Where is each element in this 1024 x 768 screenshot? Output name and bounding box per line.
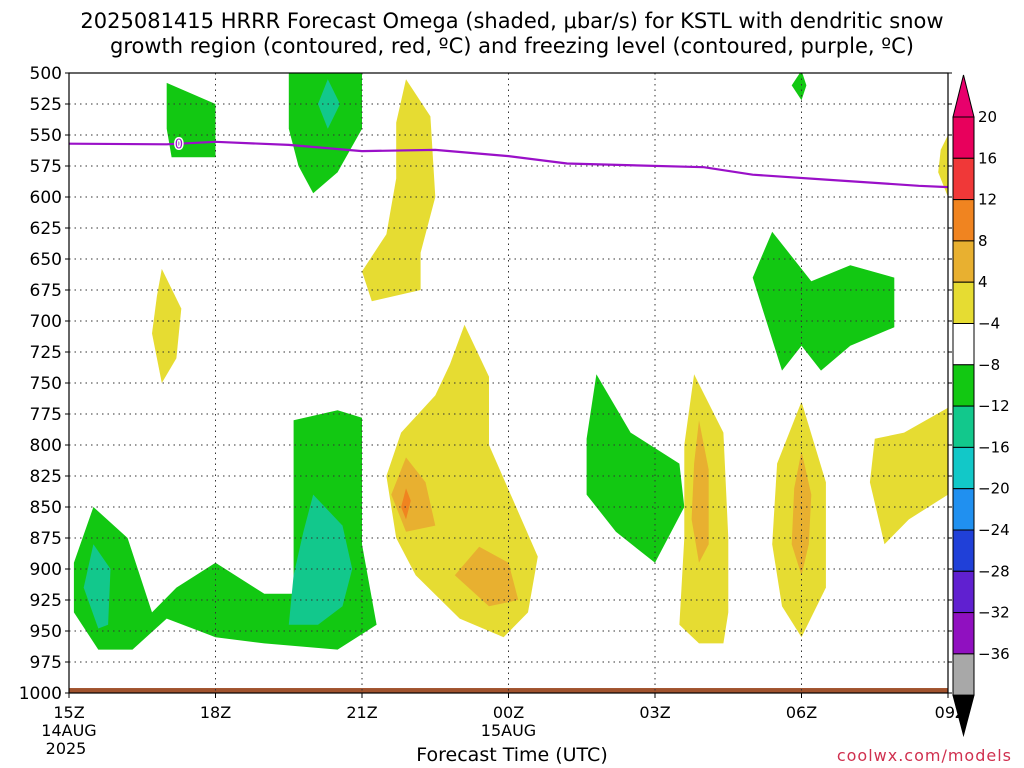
x-tick-label: 03Z: [639, 703, 670, 722]
colorbar-segment: [952, 529, 975, 572]
y-tick-label: 775: [30, 405, 62, 425]
chart-title-line-1: 2025081415 HRRR Forecast Omega (shaded, …: [80, 9, 944, 33]
colorbar-label: −32: [978, 604, 1010, 622]
omega-region: [869, 407, 948, 545]
omega-region: [362, 79, 436, 302]
colorbar-label: 8: [978, 232, 988, 250]
omega-region: [752, 231, 895, 371]
omega-region: [401, 488, 411, 520]
omega-region: [288, 494, 353, 625]
colorbar-segment: [952, 157, 975, 201]
colorbar-label: 20: [978, 108, 997, 126]
colorbar-segment: [952, 446, 975, 490]
omega-region: [83, 544, 111, 629]
colorbar-label: 16: [978, 149, 997, 167]
x-axis-label: Forecast Time (UTC): [416, 744, 608, 766]
colorbar-segment: [952, 199, 975, 242]
watermark: coolwx.com/models: [836, 746, 1012, 765]
omega-region: [938, 135, 948, 197]
colorbar-label: −24: [978, 521, 1010, 539]
x-tick-date-label: 14AUG: [41, 721, 96, 740]
omega-region: [166, 82, 216, 158]
omega-region: [288, 73, 362, 194]
y-tick-label: 900: [30, 560, 62, 580]
x-tick-label: 15Z: [53, 703, 84, 722]
colorbar-segment: [952, 612, 975, 655]
y-tick-label: 1000: [19, 684, 62, 704]
colorbar-label: −4: [978, 315, 1000, 333]
colorbar: 20 16 12 8 4 −4 −8 −12 −16 −20 −24 −28 −32 −36: [952, 74, 1010, 738]
y-tick-label: 550: [30, 126, 62, 146]
omega-region: [586, 374, 685, 563]
y-tick-label: 625: [30, 219, 62, 239]
x-tick-date-label: 15AUG: [481, 721, 536, 740]
colorbar-label: −12: [978, 397, 1010, 415]
y-tick-label: 975: [30, 653, 62, 673]
y-tick-label: 925: [30, 591, 62, 611]
colorbar-label: −36: [978, 645, 1010, 663]
y-tick-label: 525: [30, 95, 62, 115]
ground-strip: [69, 688, 948, 693]
y-tick-label: 875: [30, 529, 62, 549]
colorbar-segment: [952, 364, 975, 407]
omega-shading-layer: [73, 73, 948, 650]
omega-region: [391, 457, 436, 532]
y-tick-label: 500: [30, 64, 62, 84]
colorbar-label: −8: [978, 356, 1000, 374]
y-tick-label: 675: [30, 281, 62, 301]
colorbar-segment: [952, 240, 975, 283]
colorbar-bottom-arrow: [952, 694, 975, 738]
y-tick-label: 725: [30, 343, 62, 363]
colorbar-label: 12: [978, 191, 997, 209]
ground-layer: [69, 688, 948, 693]
colorbar-segment: [952, 570, 975, 614]
freezing-level-layer: 0: [68, 136, 949, 189]
omega-region: [691, 420, 709, 563]
freezing-level-label: 0: [175, 138, 183, 153]
omega-region: [791, 73, 807, 101]
colorbar-segment: [952, 323, 975, 366]
colorbar-label: −20: [978, 480, 1010, 498]
colorbar-top-arrow: [952, 74, 975, 118]
colorbar-segment: [952, 405, 975, 448]
y-tick-label: 950: [30, 622, 62, 642]
omega-region: [454, 546, 519, 607]
chart-title-line-2: growth region (contoured, red, ºC) and f…: [110, 34, 914, 58]
y-tick-label: 600: [30, 188, 62, 208]
colorbar-segment: [952, 653, 975, 696]
y-tick-label: 850: [30, 498, 62, 518]
x-tick-label: 06Z: [786, 703, 817, 722]
x-tick-label: 21Z: [346, 703, 377, 722]
y-tick-label: 700: [30, 312, 62, 332]
y-tick-label: 650: [30, 250, 62, 270]
y-tick-label: 825: [30, 467, 62, 487]
omega-region: [318, 79, 340, 129]
colorbar-segment: [952, 281, 975, 325]
grid-layer: [69, 73, 948, 693]
colorbar-label: −16: [978, 438, 1010, 456]
x-tick-year-label: 2025: [46, 739, 87, 758]
x-tick-label: 18Z: [200, 703, 231, 722]
y-tick-label: 575: [30, 157, 62, 177]
colorbar-label: 4: [978, 273, 988, 291]
freezing-level-line: [68, 140, 949, 189]
omega-region: [152, 268, 182, 383]
y-tick-label: 750: [30, 374, 62, 394]
colorbar-label: −28: [978, 562, 1010, 580]
y-tick-label: 800: [30, 436, 62, 456]
x-tick-label: 00Z: [493, 703, 524, 722]
colorbar-segment: [952, 488, 975, 531]
y-axis: 500 525 550 575 600 625 650 675 700 725 750 775 800 8…: [19, 64, 952, 704]
colorbar-segment: [952, 116, 975, 159]
